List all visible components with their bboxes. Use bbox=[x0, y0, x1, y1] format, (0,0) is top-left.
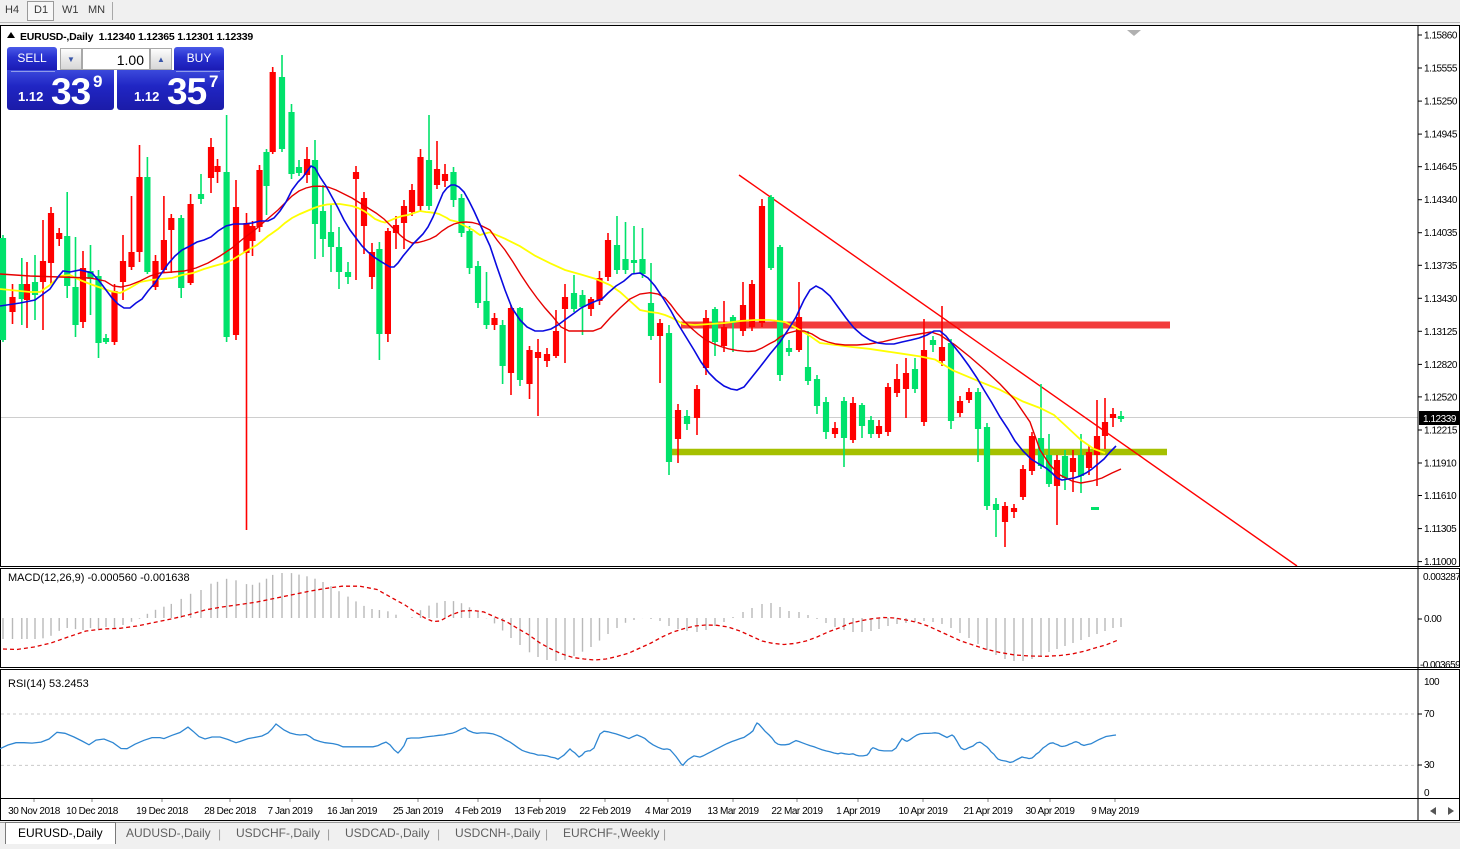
svg-text:1.12820: 1.12820 bbox=[1424, 360, 1458, 371]
svg-text:0: 0 bbox=[1424, 788, 1430, 799]
svg-text:0.00: 0.00 bbox=[1424, 614, 1442, 625]
svg-text:RSI(14) 53.2453: RSI(14) 53.2453 bbox=[8, 678, 89, 690]
svg-text:1.13735: 1.13735 bbox=[1424, 261, 1458, 272]
svg-text:1.11610: 1.11610 bbox=[1424, 491, 1457, 502]
svg-text:1.13430: 1.13430 bbox=[1424, 294, 1458, 305]
svg-text:7 Jan 2019: 7 Jan 2019 bbox=[268, 806, 314, 817]
svg-text:30: 30 bbox=[1424, 760, 1435, 771]
svg-text:13 Mar 2019: 13 Mar 2019 bbox=[707, 806, 759, 817]
svg-text:16 Jan 2019: 16 Jan 2019 bbox=[327, 806, 378, 817]
svg-text:MACD(12,26,9) -0.000560 -0.001: MACD(12,26,9) -0.000560 -0.001638 bbox=[8, 572, 190, 584]
svg-text:4 Feb 2019: 4 Feb 2019 bbox=[455, 806, 502, 817]
svg-text:10 Dec 2018: 10 Dec 2018 bbox=[66, 806, 119, 817]
svg-text:21 Apr 2019: 21 Apr 2019 bbox=[964, 806, 1014, 817]
svg-text:22 Mar 2019: 22 Mar 2019 bbox=[771, 806, 823, 817]
svg-text:70: 70 bbox=[1424, 709, 1435, 720]
svg-text:1.13125: 1.13125 bbox=[1424, 327, 1458, 338]
svg-text:1.12339: 1.12339 bbox=[1423, 414, 1457, 425]
svg-text:30 Apr 2019: 30 Apr 2019 bbox=[1026, 806, 1076, 817]
svg-text:1.14035: 1.14035 bbox=[1424, 228, 1458, 239]
svg-text:1.11000: 1.11000 bbox=[1424, 557, 1457, 568]
svg-text:25 Jan 2019: 25 Jan 2019 bbox=[393, 806, 444, 817]
svg-text:1.11305: 1.11305 bbox=[1424, 524, 1457, 535]
svg-text:28 Dec 2018: 28 Dec 2018 bbox=[204, 806, 257, 817]
svg-text:19 Dec 2018: 19 Dec 2018 bbox=[136, 806, 189, 817]
svg-text:13 Feb 2019: 13 Feb 2019 bbox=[514, 806, 566, 817]
svg-text:1.11910: 1.11910 bbox=[1424, 459, 1457, 470]
svg-text:1.15555: 1.15555 bbox=[1424, 64, 1458, 75]
svg-text:1.14945: 1.14945 bbox=[1424, 130, 1458, 141]
svg-text:30 Nov 2018: 30 Nov 2018 bbox=[8, 806, 61, 817]
svg-text:1.12520: 1.12520 bbox=[1424, 392, 1458, 403]
svg-text:100: 100 bbox=[1424, 677, 1440, 688]
svg-text:22 Feb 2019: 22 Feb 2019 bbox=[579, 806, 631, 817]
svg-text:9 May 2019: 9 May 2019 bbox=[1091, 806, 1140, 817]
svg-text:0.003287: 0.003287 bbox=[1423, 572, 1460, 583]
svg-text:4 Mar 2019: 4 Mar 2019 bbox=[645, 806, 692, 817]
svg-text:10 Apr 2019: 10 Apr 2019 bbox=[899, 806, 949, 817]
svg-text:EURUSD-,Daily 1.12340 1.12365: EURUSD-,Daily 1.12340 1.12365 1.12301 1.… bbox=[20, 31, 253, 43]
svg-text:1.15250: 1.15250 bbox=[1424, 97, 1458, 108]
svg-text:1.15860: 1.15860 bbox=[1424, 31, 1458, 42]
svg-text:1.14340: 1.14340 bbox=[1424, 195, 1458, 206]
svg-text:1.14645: 1.14645 bbox=[1424, 162, 1458, 173]
svg-text:1 Apr 2019: 1 Apr 2019 bbox=[836, 806, 881, 817]
svg-text:1.12215: 1.12215 bbox=[1424, 426, 1458, 437]
svg-text:-0.003659: -0.003659 bbox=[1420, 660, 1460, 671]
